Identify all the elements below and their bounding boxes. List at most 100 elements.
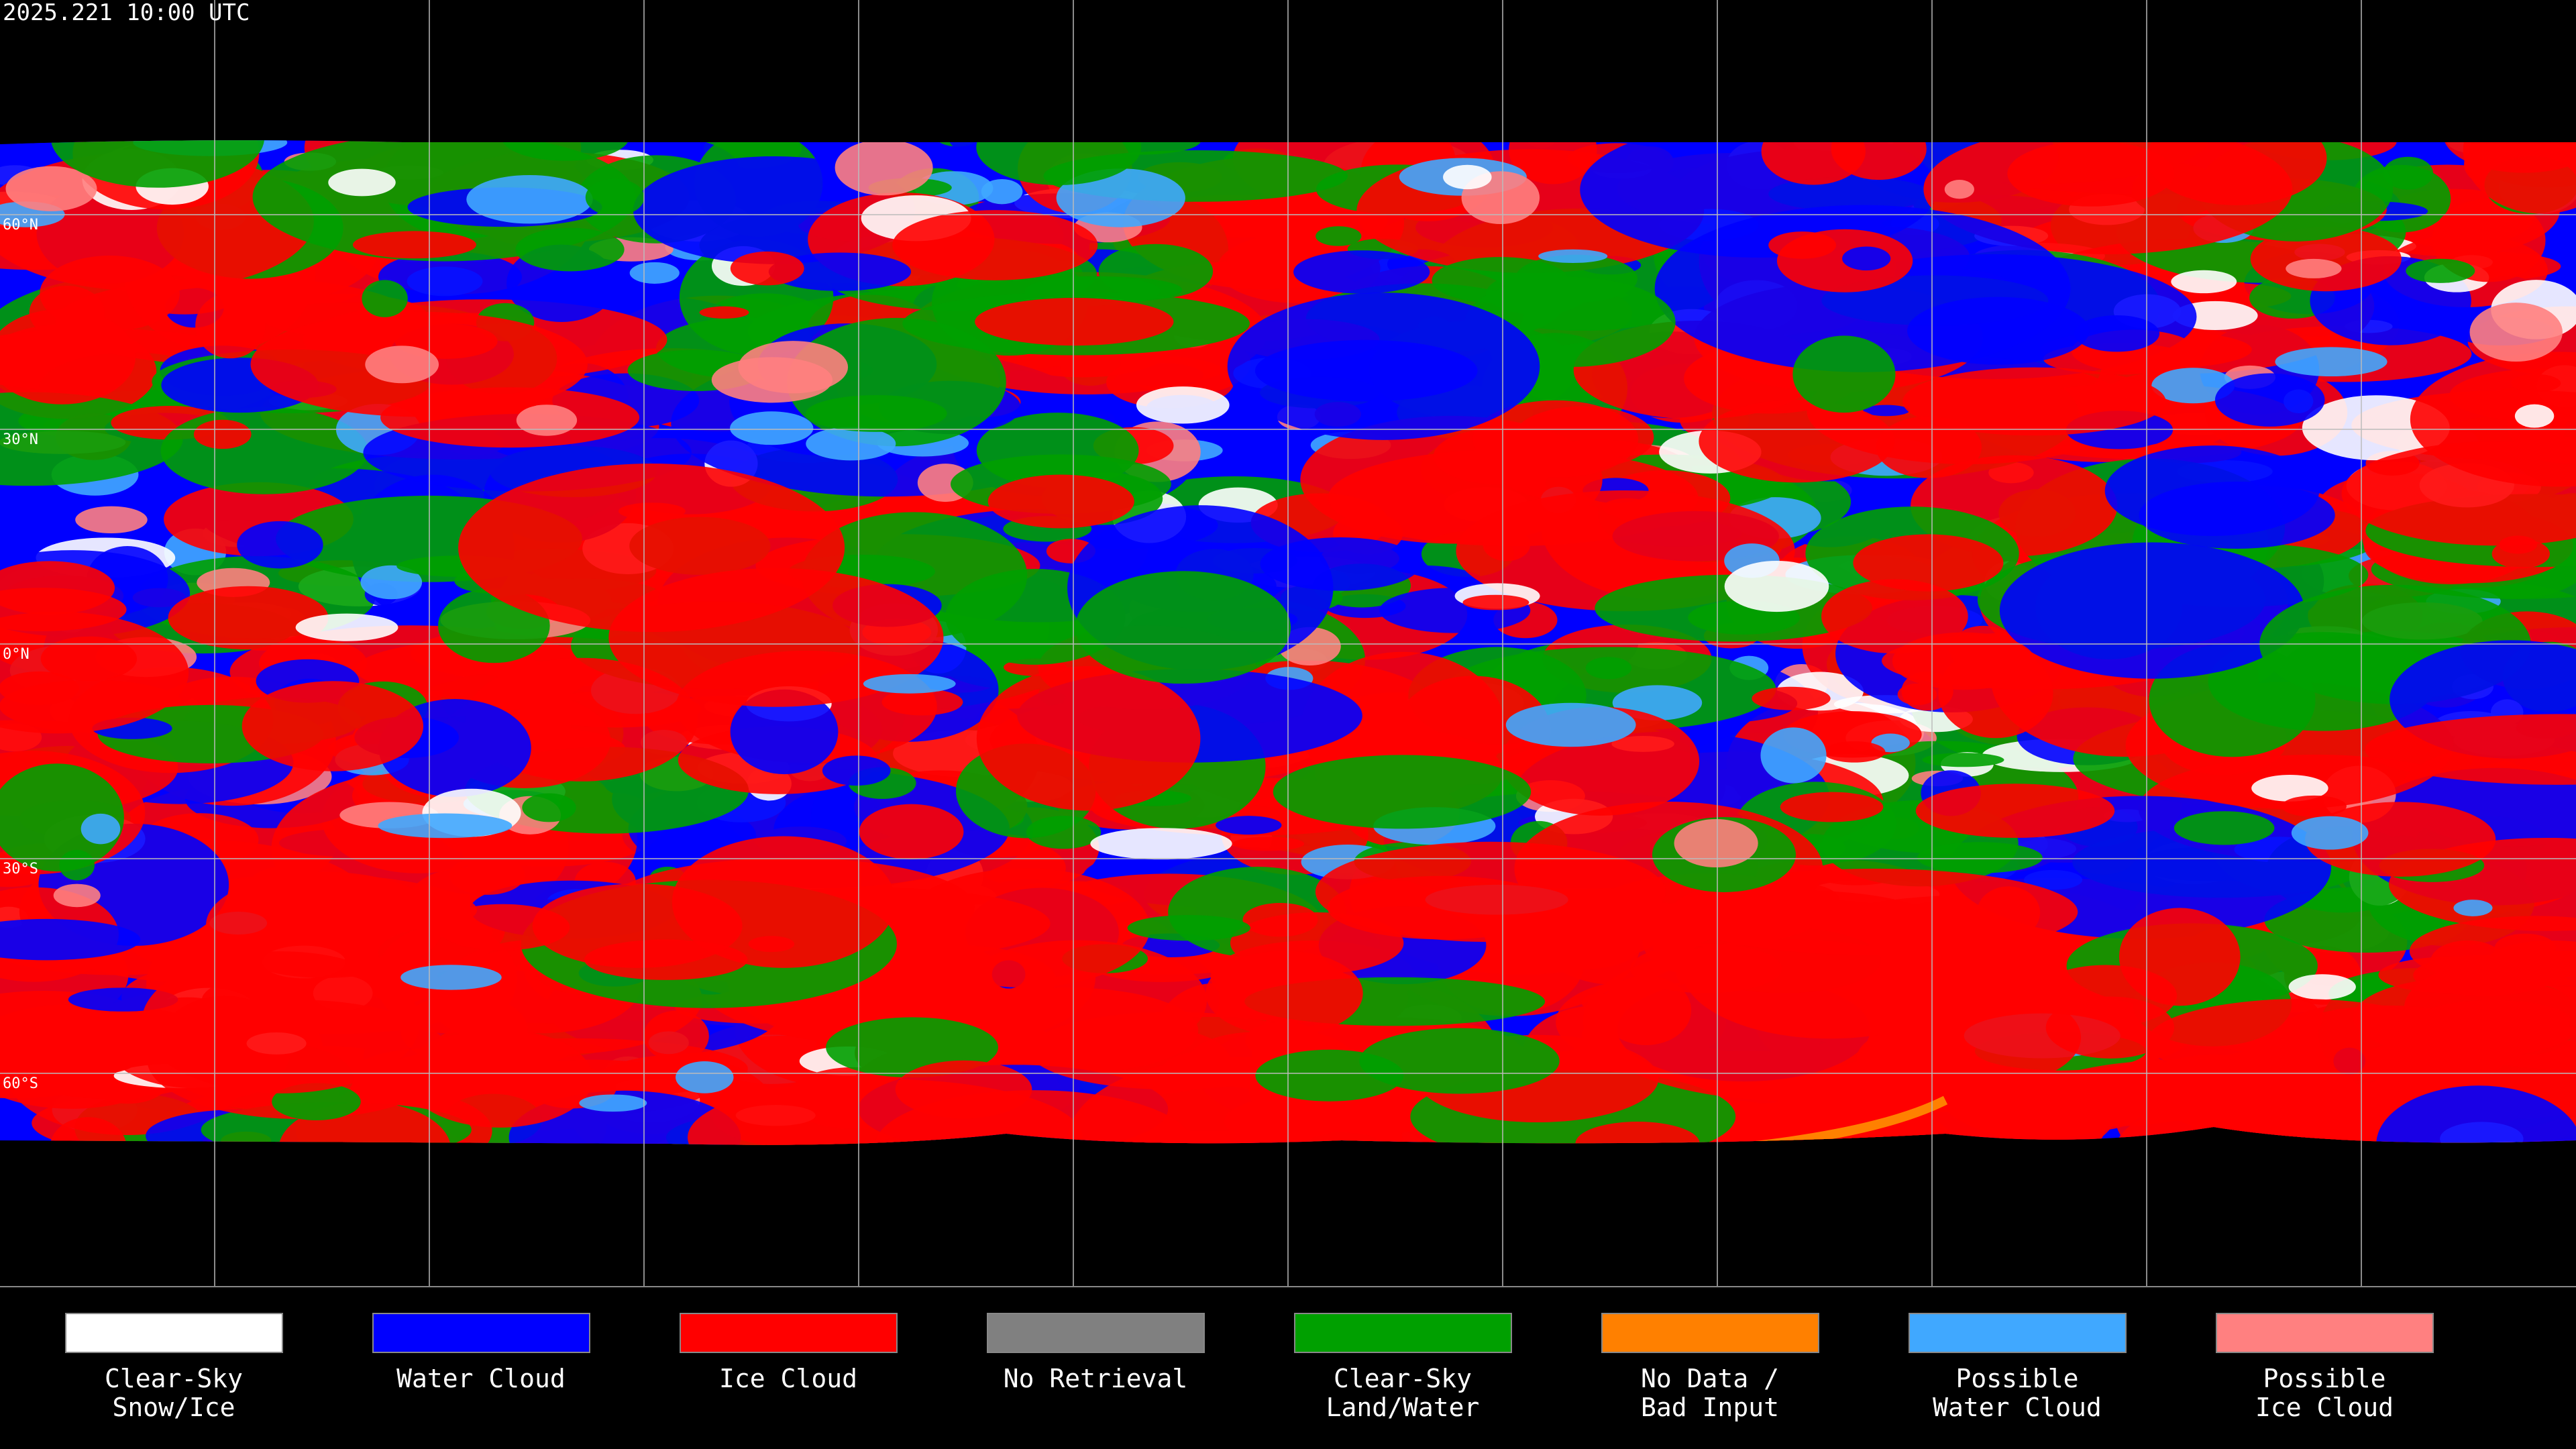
cloud-patch (1273, 755, 1532, 829)
cloud-patch (1902, 367, 2166, 436)
cloud-patch (672, 836, 896, 968)
cloud-patch (295, 613, 398, 641)
cloud-patch (2463, 140, 2576, 214)
legend-label-line: Water Cloud (396, 1364, 566, 1393)
legend-label-line: Bad Input (1641, 1393, 1779, 1422)
cloud-patch (466, 174, 593, 224)
cloud-patch (1842, 246, 1891, 271)
cloud-patch (1823, 741, 1886, 763)
cloud-patch (1699, 400, 1895, 483)
cloud-patch (1876, 416, 1982, 478)
cloud-patch (676, 1061, 734, 1093)
cloud-patch (2291, 816, 2369, 850)
cloud-patch (730, 689, 839, 775)
graticule: 60°N 30°N 0°N 30°S 60°S (0, 0, 2576, 1287)
legend-label-line: Ice Cloud (2255, 1393, 2394, 1422)
cloud-patch (5, 166, 97, 211)
legend-swatch (987, 1313, 1205, 1353)
cloud-patch (1853, 534, 2004, 592)
cloud-patch (1674, 818, 1758, 868)
legend-swatch (372, 1313, 590, 1353)
cloud-patch (378, 251, 523, 303)
cloud-patch (352, 231, 477, 259)
cloud-patch (1090, 828, 1232, 860)
cloud-patch (2514, 404, 2555, 428)
cloud-patch (1976, 886, 2041, 939)
cloud-patch (2043, 343, 2192, 375)
cloud-patch (8, 1051, 134, 1077)
cloud-patch (2171, 270, 2237, 294)
cloud-patch (1538, 249, 1608, 263)
cloud-patch (2281, 795, 2347, 817)
cloud-patch (863, 674, 956, 694)
cloud-patch (2341, 441, 2576, 546)
cloud-patch (360, 565, 423, 600)
legend-label: Clear-Sky Land/Water (1326, 1364, 1480, 1422)
cloud-patch (1293, 250, 1430, 294)
cloud-patch (2275, 347, 2387, 377)
latitude-label: 30°N (3, 431, 38, 448)
cloud-patch (1359, 1028, 1560, 1094)
cloud-patch (5, 1018, 140, 1059)
legend-swatch (1294, 1313, 1512, 1353)
cloud-patch (2365, 714, 2576, 785)
legend-label: Possible Water Cloud (1933, 1364, 2102, 1422)
cloud-patch (1792, 335, 1896, 413)
cloud-patch (584, 939, 748, 980)
cloud-patch (2494, 933, 2556, 963)
legend-label: No Retrieval (1004, 1364, 1188, 1393)
cloud-patch (2251, 774, 2328, 802)
cloud-patch (711, 357, 833, 403)
legend-label-line: Land/Water (1326, 1393, 1480, 1422)
cloud-patch (2074, 315, 2160, 352)
cloud-patch (1831, 140, 1927, 180)
cloud-patch (835, 140, 933, 196)
cloud-patch (1892, 632, 2035, 690)
cloud-patch (1752, 686, 1831, 710)
cloud-patch (1443, 164, 1492, 190)
cloud-patch (195, 292, 266, 359)
cloud-patch (1944, 180, 1974, 199)
cloud-patch (2383, 156, 2434, 190)
cloud-patch (407, 1029, 593, 1128)
cloud-patch (1724, 560, 1829, 612)
cloud-patch (579, 1094, 647, 1112)
cloud-patch (2286, 258, 2342, 278)
cloud-patch (748, 936, 795, 953)
cloud-patch (50, 140, 265, 188)
cloud-patch (1472, 400, 1639, 478)
cloud-patch (1602, 498, 1653, 517)
cloud-patch (1723, 1096, 1957, 1145)
cloud-patch (1922, 753, 2004, 767)
legend-label: Possible Ice Cloud (2255, 1364, 2394, 1422)
legend-label-line: No Data / (1641, 1364, 1779, 1393)
cloud-patch (981, 178, 1023, 205)
cloud-patch (0, 309, 136, 405)
legend-label: Clear-Sky Snow/Ice (105, 1364, 243, 1422)
cloud-patch (806, 427, 896, 461)
cloud-patch (1315, 841, 1666, 943)
cloud-patch (241, 681, 424, 771)
cloud-patch (629, 262, 680, 284)
legend-label-line: Clear-Sky (1334, 1364, 1472, 1393)
cloud-patch (522, 793, 576, 822)
legend-swatch (2216, 1313, 2434, 1353)
cloud-patch (2118, 908, 2241, 1006)
cloud-patch (168, 586, 329, 650)
cloud-patch (1255, 1049, 1404, 1102)
cloud-patch (328, 168, 396, 197)
cloud-patch (2406, 258, 2475, 283)
legend-label-line: Snow/Ice (112, 1393, 235, 1422)
cloud-patch (75, 506, 148, 534)
cloud-patch (2250, 227, 2402, 292)
cloud-patch (2453, 900, 2493, 916)
cloud-patch (730, 251, 804, 286)
cloud-patch (1260, 537, 1421, 591)
cloud-patch (975, 298, 1174, 346)
timestamp: 2025.221 10:00 UTC (3, 0, 250, 26)
cloud-patch (900, 868, 1150, 988)
cloud-patch (515, 227, 625, 272)
cloud-patch (1585, 657, 1632, 680)
cloud-patch (237, 521, 323, 569)
